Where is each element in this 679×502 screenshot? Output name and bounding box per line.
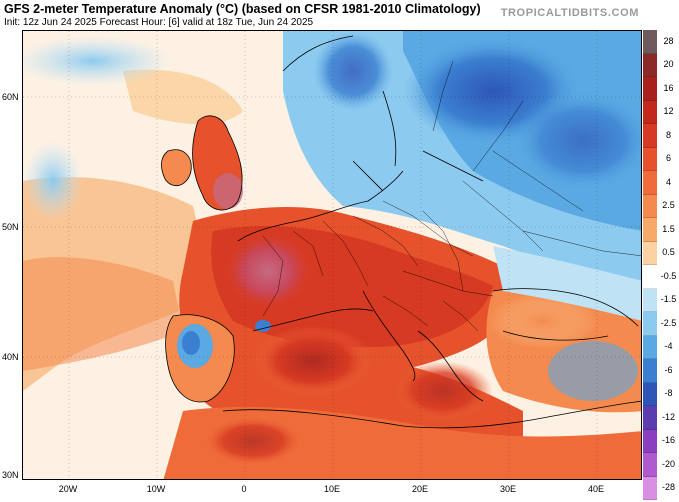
colorbar-level: -6 [643,359,679,383]
colorbar-swatch [643,382,657,406]
lat-label-40n: 40N [2,352,19,362]
colorbar-label: 6 [665,153,671,164]
colorbar-level: -16 [643,429,679,453]
lat-label-60n: 60N [2,92,19,102]
france-extreme-anomaly [223,231,313,311]
map-canvas [23,31,641,479]
colorbar-level: 16 [643,77,679,101]
western-med-hot-core [253,326,373,396]
pyrenees-cool-spot [255,320,271,332]
colorbar-level: -12 [643,406,679,430]
colorbar-level: 28 [643,30,679,54]
colorbar-label: -8 [664,388,673,399]
west-atlantic-cool-patch [23,141,83,221]
colorbar-swatch [643,124,657,148]
colorbar-label: -12 [661,411,675,422]
colorbar-label: -16 [661,435,675,446]
lon-label-0: 0 [241,484,247,494]
colorbar-level: -28 [643,476,679,500]
colorbar-level: -2.5 [643,312,679,336]
colorbar-level: -0.5 [643,265,679,289]
russia-cold-core [513,91,641,191]
colorbar-level: -20 [643,453,679,477]
eastern-med-hot-core [393,361,493,421]
colorbar-swatch [643,147,657,171]
coastlines [161,35,641,429]
atlantic-warm-core [23,257,183,371]
colorbar-label: -28 [661,482,675,493]
colorbar-level: 8 [643,124,679,148]
colorbar-label: 8 [665,129,671,140]
colorbar-swatch [643,476,657,500]
colorbar-swatch [643,429,657,453]
north-atlantic-cool-patch [23,36,173,86]
ukraine-neutral-band [493,246,641,321]
colorbar-level: 1.5 [643,218,679,242]
chart-subtitle: Init: 12z Jun 24 2025 Forecast Hour: [6]… [4,17,314,28]
colorbar-swatch [643,406,657,430]
colorbar-swatch [643,218,657,242]
colorbar-level: 0.5 [643,241,679,265]
colorbar-level: 6 [643,147,679,171]
colorbar-label: 20 [663,59,674,70]
colorbar-swatch [643,53,657,77]
colorbar-level: 4 [643,171,679,195]
colorbar-level: 20 [643,53,679,77]
colorbar-swatch [643,265,657,289]
graticule [23,31,641,479]
colorbar-label: -6 [664,364,673,375]
lon-label-10e: 10E [323,484,340,494]
colorbar-label: 1.5 [662,223,675,234]
colorbar-label: -0.5 [660,270,677,281]
colorbar-swatch [643,77,657,101]
colorbar-swatch [643,194,657,218]
colorbar-label: -20 [661,458,675,469]
colorbar-swatch [643,335,657,359]
colorbar-label: 28 [663,35,674,46]
colorbar-level: 12 [643,100,679,124]
colorbar-swatch [643,100,657,124]
lon-label-30e: 30E [499,484,516,494]
ireland [161,149,192,186]
colorbar-level: 2.5 [643,194,679,218]
colorbar-level: -1.5 [643,288,679,312]
map-header: GFS 2-meter Temperature Anomaly (°C) (ba… [0,0,679,30]
turkey-cool-patch [548,341,638,401]
colorbar-label: 16 [663,82,674,93]
country-borders [262,60,641,332]
colorbar-swatch [643,453,657,477]
colorbar-level: -8 [643,382,679,406]
colorbar-level: -4 [643,335,679,359]
colorbar-label: 4 [665,176,671,187]
algeria-hot-core [203,416,303,466]
chart-title: GFS 2-meter Temperature Anomaly (°C) (ba… [4,2,481,16]
lon-label-20w: 20W [58,484,78,494]
lat-label-30n: 30N [2,470,19,480]
colorbar-label: -4 [664,341,673,352]
colorbar-legend: 28 20 16 12 8 6 4 2.5 1.5 0.5 -0.5 -1.5 … [643,30,679,500]
lon-label-40e: 40E [587,484,604,494]
colorbar-label: 2.5 [662,200,675,211]
lon-label-20e: 20E [411,484,428,494]
colorbar-swatch [643,288,657,312]
lon-label-10w: 10W [146,484,166,494]
colorbar-swatch [643,359,657,383]
temperature-anomaly-map [22,30,642,480]
colorbar-swatch [643,312,657,336]
colorbar-label: -1.5 [660,294,677,305]
lat-label-50n: 50N [2,222,19,232]
colorbar-swatch [643,171,657,195]
uk-hot-spot [213,173,243,209]
iberia-cold-center [182,331,200,355]
colorbar-label: 12 [663,106,674,117]
colorbar-swatch [643,241,657,265]
site-brand[interactable]: TROPICALTIDBITS.COM [500,7,639,19]
colorbar-swatch [643,30,657,54]
colorbar-label: -2.5 [660,317,677,328]
colorbar-label: 0.5 [662,247,675,258]
